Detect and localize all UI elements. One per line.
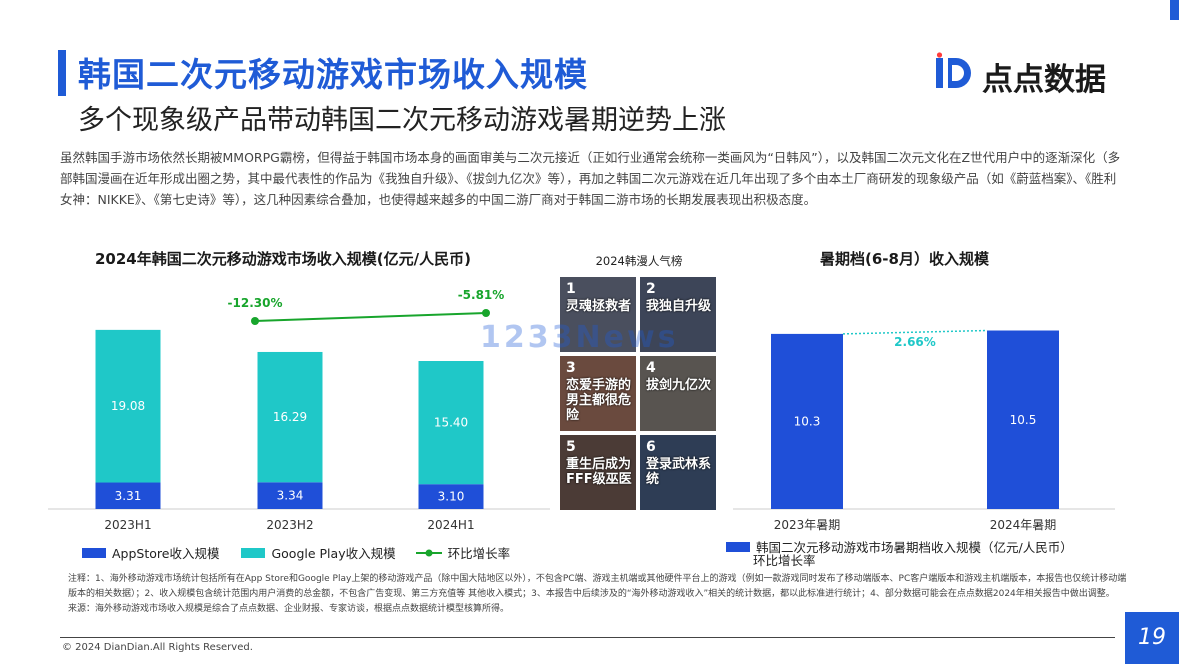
legend-label-googleplay: Google Play收入规模	[271, 546, 396, 561]
rank-title: 2024韩漫人气榜	[595, 254, 683, 268]
x-tick-label: 2024年暑期	[990, 518, 1057, 532]
logo-mark-icon	[936, 52, 971, 88]
x-tick-label: 2023年暑期	[774, 518, 841, 532]
rank-name: 我独自升级	[646, 299, 712, 314]
notes-line: 注释：1、海外移动游戏市场统计包括所有在App Store和Google Pla…	[68, 574, 1127, 599]
right-chart: 10.3 2023年暑期 10.5 2024年暑期 2.66%	[733, 329, 1115, 532]
bar-appstore	[418, 484, 484, 509]
bar-summer	[987, 330, 1059, 509]
source-line: 来源：海外移动游戏市场收入规模是综合了点点数据、企业财报、专家访谈，根据点点数据…	[68, 604, 510, 614]
legend-label-growth: 环比增长率	[447, 546, 511, 561]
bar-appstore	[95, 482, 161, 509]
bar-value-label: 10.5	[1010, 413, 1037, 427]
bar-value-label: 3.34	[277, 489, 304, 503]
legend-swatch-growth	[415, 549, 442, 556]
rank-num: 2	[646, 281, 656, 297]
legend-label-growth-right: 环比增长率	[753, 553, 816, 568]
rank-num: 1	[566, 281, 576, 297]
right-chart-title: 暑期档(6-8月）收入规模	[820, 250, 989, 268]
bar-googleplay	[95, 329, 161, 483]
legend-swatch-summer	[726, 541, 750, 552]
bar-summer	[771, 333, 843, 509]
rank-name: 重生后成为FFF级巫医	[566, 457, 632, 487]
rank-tile: 4 拔剑九亿次	[640, 356, 716, 431]
growth-line	[842, 329, 988, 335]
bar-value-label: 3.10	[438, 490, 465, 504]
rank-num: 3	[566, 360, 576, 376]
rank-name: 恋爱手游的男主都很危险	[566, 378, 632, 423]
intro-paragraph: 虽然韩国手游市场依然长期被MMORPG霸榜，但得益于韩国市场本身的画面审美与二次…	[60, 150, 1121, 207]
legend-swatch-googleplay	[241, 547, 266, 558]
watermark-text: 1233News	[480, 320, 679, 355]
page-subtitle: 多个现象级产品带动韩国二次元移动游戏暑期逆势上涨	[78, 105, 726, 136]
bar-googleplay	[257, 351, 323, 483]
rank-tile: 1 灵魂拯救者	[560, 277, 636, 352]
rank-tile: 6 登录武林系统	[640, 435, 716, 510]
rank-num: 5	[566, 439, 576, 455]
logo-text: 点点数据	[982, 62, 1106, 98]
page-title: 韩国二次元移动游戏市场收入规模	[78, 55, 588, 94]
legend-label-appstore: AppStore收入规模	[112, 546, 220, 561]
rank-name: 灵魂拯救者	[566, 299, 632, 314]
footer-divider	[60, 637, 1115, 638]
rank-name: 登录武林系统	[646, 457, 712, 487]
copyright: © 2024 DianDian.All Rights Reserved.	[62, 642, 253, 653]
rank-tile: 2 我独自升级	[640, 277, 716, 352]
notes: 注释：1、海外移动游戏市场统计包括所有在App Store和Google Pla…	[68, 572, 1128, 617]
bar-value-label: 15.40	[434, 416, 468, 430]
rank-num: 6	[646, 439, 656, 455]
bar-value-label: 3.31	[115, 489, 142, 503]
rank-tile: 3 恋爱手游的男主都很危险	[560, 356, 636, 431]
growth-label: 2.66%	[894, 335, 936, 349]
growth-label: -12.30%	[228, 296, 283, 310]
left-chart: 3.31 19.08 2023H1 3.34 16.29 2023H2 3.10 15.40 2…	[48, 288, 550, 532]
rank-num: 4	[646, 360, 656, 376]
x-tick-label: 2024H1	[427, 518, 474, 532]
growth-point	[251, 317, 259, 325]
left-chart-title: 2024年韩国二次元移动游戏市场收入规模(亿元/人民币)	[95, 250, 471, 268]
rank-name: 拔剑九亿次	[646, 378, 712, 393]
bar-googleplay	[418, 361, 484, 485]
rank-grid: 1 灵魂拯救者 2 我独自升级 3 恋爱手游的男主都很危险 4 拔剑九亿次 5 …	[560, 277, 720, 512]
growth-point	[482, 309, 490, 317]
growth-label: -5.81%	[458, 288, 505, 302]
right-legend: 韩国二次元移动游戏市场暑期档收入规模（亿元/人民币）	[726, 537, 1073, 556]
x-tick-label: 2023H1	[104, 518, 151, 532]
page-number: 19	[1125, 612, 1179, 664]
bar-value-label: 10.3	[794, 414, 821, 428]
title-accent-bar	[58, 50, 66, 96]
legend-swatch-appstore	[82, 547, 106, 558]
bar-value-label: 19.08	[111, 399, 145, 413]
x-tick-label: 2023H2	[266, 518, 313, 532]
left-legend: AppStore收入规模 Google Play收入规模 环比增长率	[82, 543, 510, 562]
bar-appstore	[257, 482, 323, 509]
growth-line	[254, 312, 487, 322]
legend-label-summer: 韩国二次元移动游戏市场暑期档收入规模（亿元/人民币）	[756, 540, 1073, 555]
rank-tile: 5 重生后成为FFF级巫医	[560, 435, 636, 510]
logo: 点点数据	[934, 52, 1134, 98]
bar-value-label: 16.29	[273, 410, 307, 424]
corner-accent	[1170, 0, 1179, 20]
